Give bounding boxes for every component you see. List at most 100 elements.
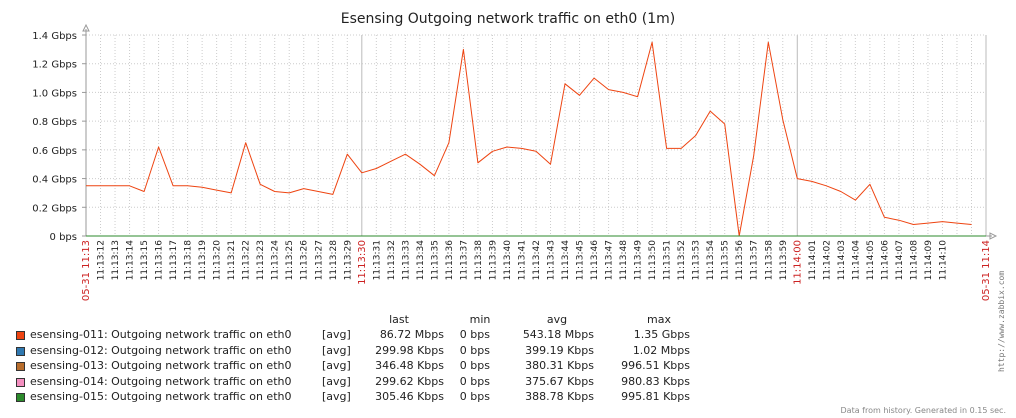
legend-header-avg: avg (546, 313, 568, 326)
legend-swatch (16, 393, 25, 402)
legend-avg-value: 380.31 Kbps (525, 359, 594, 372)
x-tick-label: 11:13:26 (300, 240, 310, 281)
legend-swatch (16, 346, 25, 356)
legend-function: [avg] (322, 359, 351, 372)
y-tick-label: 0.8 Gbps (32, 117, 77, 128)
x-tick-label: 11:13:45 (576, 240, 586, 280)
legend-max-value: 996.51 Kbps (621, 359, 690, 372)
x-tick-label: 11:13:58 (764, 240, 774, 281)
legend-function: [avg] (322, 343, 351, 357)
x-tick-label: 11:13:29 (343, 240, 353, 281)
x-tick-label: 11:13:20 (213, 240, 223, 281)
chart-title: Esensing Outgoing network traffic on eth… (341, 11, 675, 27)
x-tick-label: 11:13:38 (474, 240, 484, 281)
x-tick-label: 11:14:07 (895, 240, 905, 280)
x-tick-label: 11:13:40 (503, 240, 513, 281)
x-tick-label: 11:14:04 (851, 240, 861, 281)
legend-series-name: esensing-015: Outgoing network traffic o… (30, 390, 292, 403)
x-tick-label: 11:13:27 (314, 240, 324, 280)
x-tick-label: 11:13:44 (561, 240, 571, 281)
y-tick-label: 1.0 Gbps (32, 88, 77, 99)
x-tick-label: 11:13:34 (416, 240, 426, 281)
grid (85, 34, 987, 237)
legend-avg-value: 388.78 Kbps (525, 390, 594, 403)
x-tick-label: 11:13:43 (547, 240, 557, 280)
x-tick-label: 11:13:55 (721, 240, 731, 280)
series-line-1 (86, 41, 972, 237)
x-tick-label: 11:13:53 (692, 240, 702, 280)
x-tick-label: 11:14:01 (808, 240, 818, 280)
legend-max-value: 1.02 Mbps (632, 343, 690, 357)
x-tick-label: 11:14:10 (938, 240, 948, 281)
x-axis-ticks: 05-31 11:13 11:13:30 11:14:00 05-31 11:14 11… (81, 240, 992, 301)
x-tick-label-major: 11:14:00 (792, 240, 803, 285)
x-tick-label: 11:14:05 (866, 240, 876, 280)
legend-avg-value: 399.19 Kbps (525, 343, 594, 357)
x-tick-label: 11:13:32 (387, 240, 397, 280)
y-axis-arrow (82, 23, 90, 32)
x-tick-label: 11:13:51 (663, 240, 673, 280)
x-tick-label: 11:13:35 (430, 240, 440, 280)
generation-footer: Data from history. Generated in 0.15 sec… (841, 406, 1006, 415)
x-tick-label: 11:13:12 (97, 240, 107, 280)
x-tick-label-major: 05-31 11:14 (981, 240, 992, 301)
x-tick-label: 11:13:14 (126, 240, 136, 281)
zabbix-watermark: http://www.zabbix.com (997, 271, 1006, 372)
x-tick-label: 11:13:33 (401, 240, 411, 280)
legend-function: [avg] (322, 328, 351, 341)
legend-last-value: 305.46 Kbps (375, 390, 444, 403)
x-tick-label: 11:13:23 (256, 240, 266, 280)
x-tick-label: 11:13:49 (634, 240, 644, 281)
legend-last-value: 346.48 Kbps (375, 359, 444, 372)
x-tick-label: 11:13:54 (706, 240, 716, 281)
x-tick-label-major: 11:13:30 (357, 240, 368, 285)
legend-swatch (16, 362, 25, 371)
x-tick-label: 11:13:19 (198, 240, 208, 281)
legend-last-value: 86.72 Mbps (379, 328, 444, 341)
legend-header-max: max (647, 313, 671, 326)
legend-min-value: 0 bps (459, 328, 490, 341)
x-tick-label: 11:13:57 (750, 240, 760, 280)
legend-header-min: min (469, 313, 491, 326)
y-tick-label: 0.6 Gbps (32, 146, 77, 157)
legend-max-value: 995.81 Kbps (621, 390, 690, 403)
x-tick-label: 11:13:39 (488, 240, 498, 281)
legend-min-value: 0 bps (459, 390, 490, 403)
x-tick-label-major: 05-31 11:13 (81, 240, 92, 301)
x-tick-label: 11:13:25 (285, 240, 295, 280)
x-tick-label: 11:13:50 (648, 240, 658, 281)
y-axis-ticks: 0 bps 0.2 Gbps 0.4 Gbps 0.6 Gbps 0.8 Gbps 1.0… (32, 31, 77, 243)
legend-series-name: esensing-013: Outgoing network traffic o… (30, 359, 292, 372)
legend-series-name: esensing-012: Outgoing network traffic o… (30, 343, 292, 357)
x-tick-label: 11:13:47 (605, 240, 615, 280)
x-tick-label: 11:13:31 (372, 240, 382, 280)
x-axis-arrow (989, 232, 998, 240)
legend-series-name: esensing-014: Outgoing network traffic o… (30, 374, 292, 388)
x-tick-label: 11:14:02 (822, 240, 832, 280)
x-tick-label: 11:13:13 (111, 240, 121, 280)
y-tick-label: 0 bps (50, 232, 77, 243)
x-tick-label: 11:14:08 (909, 240, 919, 281)
x-tick-label: 11:13:36 (445, 240, 455, 281)
x-tick-label: 11:13:52 (677, 240, 687, 280)
legend-max-value: 1.35 Gbps (633, 328, 690, 341)
x-tick-label: 11:13:46 (590, 240, 600, 281)
x-tick-label: 11:13:15 (140, 240, 150, 280)
legend-min-value: 0 bps (459, 374, 490, 388)
legend-last-value: 299.62 Kbps (375, 374, 444, 388)
legend-swatch (16, 331, 25, 340)
x-tick-label: 11:13:17 (169, 240, 179, 280)
x-tick-label: 11:13:18 (184, 240, 194, 281)
legend-avg-value: 543.18 Mbps (522, 328, 594, 341)
x-tick-label: 11:13:16 (155, 240, 165, 281)
legend-last-value: 299.98 Kbps (375, 343, 444, 357)
legend-max-value: 980.83 Kbps (621, 374, 690, 388)
legend-min-value: 0 bps (459, 359, 490, 372)
x-tick-label: 11:13:22 (242, 240, 252, 280)
legend-header-last: last (389, 313, 409, 326)
x-tick-label: 11:13:41 (517, 240, 527, 280)
x-tick-label: 11:13:21 (227, 240, 237, 280)
x-tick-label: 11:13:48 (619, 240, 629, 281)
legend-function: [avg] (322, 374, 351, 388)
